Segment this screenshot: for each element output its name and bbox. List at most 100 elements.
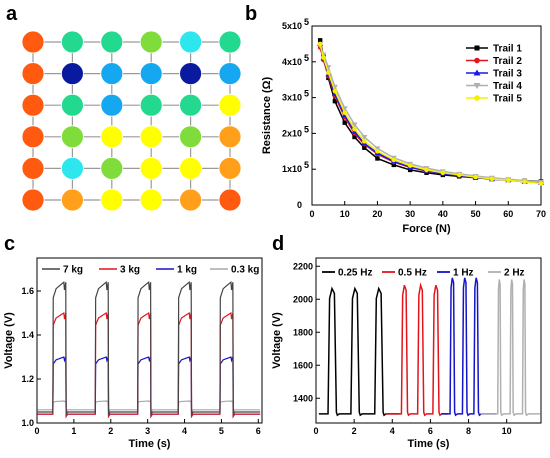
data-point <box>317 41 323 47</box>
data-point <box>375 149 380 154</box>
sensor-dot <box>218 156 242 180</box>
data-point <box>391 157 397 163</box>
y-tick-exponent: 5 <box>304 17 309 27</box>
legend-label: 1 kg <box>177 265 197 276</box>
sensor-dot <box>179 30 203 54</box>
sensor-dot <box>21 62 45 85</box>
y-tick-label: 2x10 <box>282 128 302 138</box>
sensor-dot <box>139 188 163 212</box>
y-tick-exponent: 5 <box>304 160 309 170</box>
legend-label: 2 Hz <box>504 268 525 279</box>
data-point <box>351 122 358 128</box>
sensor-dot <box>21 156 45 180</box>
y-tick-exponent: 5 <box>304 124 309 134</box>
legend-label: Trail 1 <box>493 44 522 55</box>
x-tick-label: 4 <box>182 426 187 436</box>
x-tick-label: 0 <box>313 426 318 436</box>
legend-label: 0.3 kg <box>231 265 259 276</box>
data-point <box>332 88 338 94</box>
y-tick-label: 1.2 <box>21 374 34 384</box>
legend-label: Trail 4 <box>493 81 522 92</box>
data-point <box>456 172 462 178</box>
x-tick-label: 1 <box>71 426 76 436</box>
x-tick-label: 5 <box>219 426 224 436</box>
x-tick-label: 30 <box>405 209 415 219</box>
y-tick-label: 1.0 <box>21 418 34 428</box>
sensor-dot <box>139 125 163 149</box>
x-tick-label: 8 <box>466 426 471 436</box>
y-tick-label: 2000 <box>293 294 313 304</box>
legend-label: 3 kg <box>120 265 140 276</box>
series-line <box>37 400 261 414</box>
data-point <box>352 134 357 140</box>
y-tick-label: 2200 <box>293 261 313 271</box>
x-tick-label: 10 <box>340 209 350 219</box>
plot-frame <box>315 257 542 424</box>
data-point <box>361 134 368 140</box>
panel-label-c: c <box>4 233 15 255</box>
sensor-dot <box>218 93 242 117</box>
series-line <box>441 277 496 417</box>
series-line <box>480 279 541 417</box>
data-point <box>352 126 357 132</box>
sensor-dot <box>218 125 242 149</box>
x-tick-label: 2 <box>108 426 113 436</box>
y-tick-label: 5x10 <box>282 21 302 31</box>
x-tick-label: 0 <box>34 426 39 436</box>
panel-label-b: b <box>245 3 257 25</box>
sensor-dot <box>139 62 163 85</box>
sensor-dot <box>179 93 203 117</box>
sensor-dot <box>21 188 45 212</box>
data-point <box>473 174 478 180</box>
data-point <box>424 167 429 173</box>
y-tick-label: 1.4 <box>21 330 34 340</box>
sensor-dot <box>179 125 203 149</box>
sensor-dot <box>21 125 45 149</box>
data-point <box>374 146 381 152</box>
y-tick-label: 3x10 <box>282 93 302 103</box>
legend-label: 7 kg <box>63 265 83 276</box>
legend-marker <box>474 95 480 101</box>
data-point <box>489 176 495 182</box>
y-tick-exponent: 5 <box>304 53 309 63</box>
x-axis-label: Time (s) <box>129 438 171 450</box>
y-axis-label: Resistance (Ω) <box>261 77 273 155</box>
sensor-dot <box>21 93 45 117</box>
sensor-dot <box>218 188 242 212</box>
series-line <box>318 286 400 417</box>
sensor-dot <box>100 30 124 54</box>
y-tick-label: 0 <box>297 200 302 210</box>
x-tick-label: 6 <box>428 426 433 436</box>
data-point <box>321 55 326 60</box>
sensor-dot <box>61 188 84 212</box>
sensor-dot <box>100 125 124 149</box>
legend-marker <box>474 45 480 51</box>
series-line <box>37 356 261 419</box>
y-tick-exponent: 5 <box>304 89 309 99</box>
data-point <box>391 162 396 168</box>
x-tick-label: 6 <box>256 426 261 436</box>
x-tick-label: 3 <box>145 426 150 436</box>
panel-d-voltage-frequency-chart: 0 2 4 6 8 10 1400 1600 1800 2000 2200 Time (s) Volta… <box>271 257 542 450</box>
x-tick-label: 4 <box>390 426 395 436</box>
sensor-dot <box>139 156 163 180</box>
data-point <box>362 138 367 144</box>
sensor-dot <box>179 188 203 212</box>
data-point <box>362 145 367 150</box>
data-point <box>522 179 527 185</box>
y-axis-label: Voltage (V) <box>271 312 283 369</box>
sensor-dot <box>61 93 84 117</box>
plot-frame <box>36 257 263 424</box>
y-tick-label: 1400 <box>293 393 313 403</box>
sensor-dot <box>179 62 203 85</box>
sensor-dot <box>21 30 45 54</box>
data-point <box>342 120 347 125</box>
legend-label: 0.5 Hz <box>398 268 427 279</box>
legend-marker <box>473 83 481 89</box>
legend-label: 0.25 Hz <box>338 268 372 279</box>
sensor-dot <box>179 156 203 180</box>
x-tick-label: 50 <box>471 209 481 219</box>
panel-a-heatmap <box>21 30 242 212</box>
legend-marker <box>473 69 481 76</box>
